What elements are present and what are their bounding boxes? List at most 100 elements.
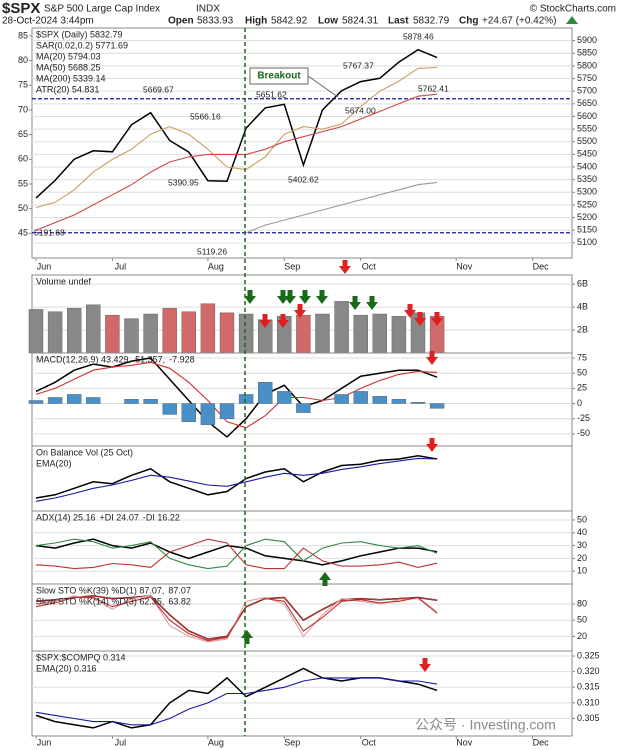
x-tick-label: Jul (115, 261, 127, 271)
signal-arrow (419, 664, 431, 672)
y-tick-label: 5350 (577, 174, 597, 184)
x-tick-label: Sep (284, 261, 300, 271)
bar (372, 313, 387, 354)
copyright: © StockCharts.com (530, 4, 616, 15)
legend-entry: $SPX (Daily) 5832.79 (36, 29, 123, 39)
annotation: 5402.62 (288, 174, 319, 184)
signal-arrow (294, 310, 306, 318)
signal-arrow (414, 318, 426, 326)
y-tick-label: 0.315 (577, 682, 600, 692)
legend-entry: ATR(20) 54.831 (36, 84, 99, 94)
legend-entry: $SPX:$COMPQ 0.314 (36, 652, 126, 662)
series-line (35, 677, 438, 726)
y-tick-label: 75 (577, 352, 587, 362)
bar (86, 397, 101, 404)
date: 28-Oct-2024 3:44pm (2, 16, 94, 27)
legend-entry: MA(20) 5794.03 (36, 51, 101, 61)
bar (181, 403, 197, 422)
arrow-stem (247, 290, 253, 296)
bar (124, 318, 139, 354)
bar (353, 391, 368, 404)
bar (162, 403, 177, 415)
y-tick-label: 0 (577, 398, 582, 408)
arrow-stem (352, 296, 358, 302)
legend-entry: MA(50) 5688.25 (36, 62, 101, 72)
y-tick-label: 5900 (577, 35, 597, 45)
bar (410, 402, 426, 404)
signal-arrow (404, 310, 416, 318)
y-tick-label: 5250 (577, 199, 597, 209)
y-tick-label: 25 (577, 383, 587, 393)
quote-label: Open (168, 16, 194, 27)
annotation: 5674.00 (345, 105, 376, 115)
legend-entry: Slow STO %K(39) %D(1) 87.07, (36, 585, 164, 595)
panel-frame (31, 650, 573, 737)
y2-tick-label: 70 (18, 104, 28, 114)
legend-entry: Volume undef (36, 276, 92, 286)
arrow-stem (422, 658, 428, 664)
bar (296, 403, 311, 413)
bar (105, 314, 120, 354)
series-line (35, 93, 438, 231)
symbol: $SPX (2, 0, 40, 17)
bar (66, 308, 82, 354)
y-tick-label: 10 (577, 566, 587, 576)
x-tick-label: Aug (208, 737, 224, 747)
bar (181, 311, 197, 354)
y-tick-label: 0.320 (577, 666, 600, 676)
series-line (35, 455, 438, 499)
y-tick-label: 5150 (577, 225, 597, 235)
bar (334, 394, 349, 404)
signal-arrow (244, 296, 256, 304)
y-tick-label: 5450 (577, 149, 597, 159)
y-tick-label: 5600 (577, 111, 597, 121)
signal-arrow (366, 302, 378, 310)
bar (219, 312, 235, 354)
series-line (35, 538, 438, 570)
legend-entry: 87.07 (168, 585, 191, 595)
arrow-stem (417, 312, 423, 318)
y-tick-label: 5850 (577, 48, 597, 58)
annotation: 5669.67 (143, 84, 174, 94)
bar (277, 391, 292, 404)
signal-arrow (431, 318, 443, 326)
arrow-stem (319, 290, 325, 296)
series-line (35, 357, 438, 438)
exchange: INDX (196, 4, 220, 15)
x-tick-label: Oct (362, 261, 377, 271)
arrow-stem (429, 351, 435, 357)
index-name: S&P 500 Large Cap Index (44, 4, 160, 15)
y-tick-label: 5650 (577, 98, 597, 108)
bar (391, 316, 407, 354)
arrow-stem (342, 260, 348, 266)
bar (200, 403, 216, 425)
x-tick-label: Dec (533, 261, 550, 271)
signal-arrow (426, 444, 438, 452)
annotation: 5651.62 (256, 89, 287, 99)
y-tick-label: 0.310 (577, 697, 600, 707)
y-tick-label: 0.305 (577, 713, 600, 723)
signal-arrow (259, 320, 271, 328)
y-tick-label: 20 (577, 631, 587, 641)
signal-arrow (299, 296, 311, 304)
legend-entry: 51.357, (135, 354, 165, 364)
y-tick-label: 50 (577, 514, 587, 524)
legend-entry: MA(200) 5339.14 (36, 73, 106, 83)
series-line (35, 596, 438, 642)
y-tick-label: 5300 (577, 187, 597, 197)
y-tick-label: 80 (577, 598, 587, 608)
arrow-stem (434, 312, 440, 318)
y-tick-label: 6B (577, 279, 588, 289)
y-tick-label: 40 (577, 527, 587, 537)
bar (143, 399, 158, 404)
arrow-stem (262, 314, 268, 320)
bar (66, 394, 82, 404)
signal-arrow (426, 357, 438, 365)
bar (124, 399, 139, 404)
y-tick-label: 50 (577, 368, 587, 378)
legend-entry: +DI 24.07 (100, 512, 139, 522)
bar (238, 313, 254, 354)
legend-entry: -7.928 (169, 354, 195, 364)
series-line (35, 457, 438, 502)
